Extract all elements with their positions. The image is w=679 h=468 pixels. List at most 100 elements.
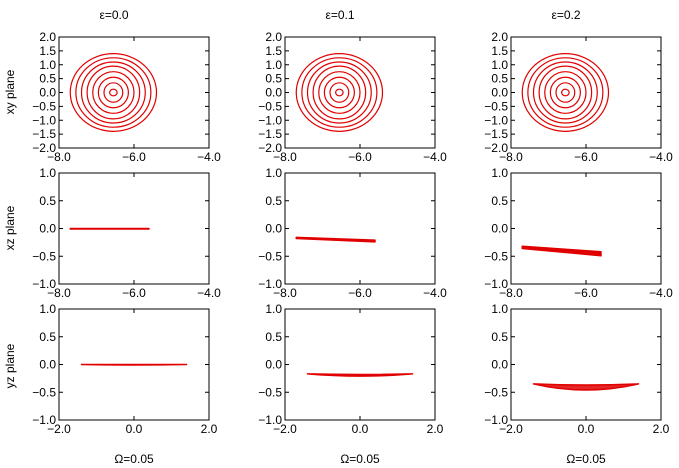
panel-r1-c1-ytick-label: 0.0 (265, 222, 282, 236)
panel-r0-c0-ytick-label: 1.0 (39, 58, 56, 72)
panel-r2-c0-ytick-label: 0.0 (39, 358, 56, 372)
panel-r0-c2-ytick-label: −1.0 (484, 113, 508, 127)
panel-r1-c0-xtick-label: −8.0 (47, 286, 71, 300)
panel-r0-c0-ytick-label: −2.0 (32, 141, 56, 155)
bottom-label-col-1: Ω=0.05 (340, 452, 380, 466)
panel-r0-c1-orbit-ring (295, 53, 384, 132)
panel-r1-c1-ytick-label: 1.0 (265, 166, 282, 180)
panel-r1-c2-frame (510, 172, 662, 285)
panel-r1-c2-xtick-label: −4.0 (649, 286, 673, 300)
panel-r1-c0: 1.0 0.5 0.0 −0.5 −1.0−8.0 −6.0 −4.0 (32, 166, 221, 300)
panel-r2-c1-ytick-label: 0.5 (265, 330, 282, 344)
panel-r0-c0-ytick-label: −0.5 (32, 99, 56, 113)
bottom-label-col-2: Ω=0.05 (566, 452, 606, 466)
panel-r0-c1-orbit-ring (323, 76, 355, 109)
panel-r0-c0: 2.01.51.00.50.0−0.5−1.0−1.5−2.0−8.0 −6.0 −… (32, 30, 221, 164)
panel-r1-c0-ytick-label: −0.5 (32, 249, 56, 263)
panel-r0-c1-ytick-label: −1.5 (258, 127, 282, 141)
panel-r0-c2-ytick-label: −2.0 (484, 141, 508, 155)
panels-layer: 2.01.51.00.50.0−0.5−1.0−1.5−2.0−8.0 −6.0−… (32, 30, 673, 436)
panel-r0-c1-orbit-ring (318, 71, 361, 114)
panel-r0-c1-ytick-label: 0.0 (265, 86, 282, 100)
panel-r2-c2-ytick-label: 0.5 (491, 330, 508, 344)
panel-r2-c0-xtick-label: 2.0 (201, 422, 218, 436)
panel-r2-c1-xtick-label: 2.0 (427, 422, 444, 436)
panel-r0-c2-orbit-ring (527, 57, 604, 128)
panel-r2-c2-ytick-label: −0.5 (484, 385, 508, 399)
panel-r2-c1-ytick-label: −1.0 (258, 413, 282, 427)
panel-r0-c2-xtick-label: −4.0 (649, 150, 673, 164)
panel-r0-c1-ytick-label: 2.0 (265, 30, 282, 44)
panel-r2-c1-xtick-label: 0.0 (352, 422, 369, 436)
panel-r2-c2-xtick-label: 2.0 (653, 422, 670, 436)
panel-r0-c2-ytick-label: 0.5 (491, 72, 508, 86)
panel-r0-c0-xtick-label: −8.0 (47, 150, 71, 164)
panel-r0-c1-xtick-label: −8.0 (273, 150, 297, 164)
panel-r2-c2-xtick-label: 0.0 (578, 422, 595, 436)
panel-r0-c2-orbit-ring (521, 53, 610, 132)
panel-r1-c2-xtick-label: −8.0 (499, 286, 523, 300)
panel-r2-c0-ytick-label: 0.5 (39, 330, 56, 344)
panel-r0-c1-orbit-ring (306, 61, 372, 124)
panel-r1-c0-xtick-label: −4.0 (197, 286, 221, 300)
panel-r0-c2-ytick-label: 1.0 (491, 58, 508, 72)
panel-r2-c0-ytick-label: 1.0 (39, 302, 56, 316)
panel-r1-c1-xtick-label: −4.0 (423, 286, 447, 300)
panel-r0-c2-ytick-label: 0.0 (491, 86, 508, 100)
bottom-label-col-0: Ω=0.05 (114, 452, 154, 466)
panel-r0-c2-ytick-label: −0.5 (484, 99, 508, 113)
panel-r0-c1-ytick-label: −2.0 (258, 141, 282, 155)
panel-r2-c0-xtick-label: 0.0 (126, 422, 143, 436)
panel-r0-c1-orbit-ring (312, 65, 367, 120)
panel-r1-c1: 1.0 0.5 0.0 −0.5 −1.0−8.0 −6.0 −4.0 (258, 166, 447, 300)
panel-r0-c2-ytick-label: 2.0 (491, 30, 508, 44)
panel-r1-c1-xtick-label: −8.0 (273, 286, 297, 300)
panel-r1-c0-xtick-label: −6.0 (122, 286, 146, 300)
panel-r0-c0-orbit-ring (86, 65, 141, 120)
panel-r0-c0-orbit-ring (69, 53, 158, 132)
panel-r0-c2-orbit-ring (538, 65, 593, 120)
panel-r0-c1: 2.01.51.00.50.0−0.5−1.0−1.5−2.0−8.0 −6.0 −… (258, 30, 447, 164)
panel-r0-c2-orbit-ring (549, 76, 581, 109)
panel-r0-c0-orbit-ring (92, 71, 135, 114)
panel-r2-c0-ytick-label: −0.5 (32, 385, 56, 399)
panel-r1-c1-ytick-label: 0.5 (265, 194, 282, 208)
panel-r0-c2-xtick-label: −8.0 (499, 150, 523, 164)
panel-r0-c0-orbit-ring (97, 76, 129, 109)
panel-r0-c1-ytick-label: 1.0 (265, 58, 282, 72)
panel-r2-c2-ytick-label: 0.0 (491, 358, 508, 372)
panel-r2-c1-ytick-label: 1.0 (265, 302, 282, 316)
panel-r0-c2-ytick-label: 1.5 (491, 44, 508, 58)
panel-r0-c0-orbit-ring (80, 61, 146, 124)
panel-r0-c2-orbit-ring (555, 82, 576, 103)
panel-r1-c0-ytick-label: 0.0 (39, 222, 56, 236)
column-title-eps-2: ε=0.2 (551, 8, 580, 22)
panel-r1-c1-orbit-band (295, 236, 376, 243)
panel-r2-c2-orbit-arc (532, 383, 640, 391)
panel-r1-c2-ytick-label: 1.0 (491, 166, 508, 180)
panel-r2-c1-ytick-label: 0.0 (265, 358, 282, 372)
panel-r0-c1-orbit-ring (301, 57, 378, 128)
panel-r1-c2: 1.0 0.5 0.0 −0.5 −1.0−8.0 −6.0 −4.0 (484, 166, 673, 300)
panel-r1-c2-ytick-label: −0.5 (484, 249, 508, 263)
panel-r2-c1-frame (284, 308, 436, 421)
panel-r2-c1-orbit-arc (306, 373, 414, 377)
panel-r0-c0-orbit-ring (103, 82, 124, 103)
panel-r0-c1-ytick-label: −1.0 (258, 113, 282, 127)
column-title-eps-1: ε=0.1 (325, 8, 354, 22)
panel-r1-c2-ytick-label: −1.0 (484, 277, 508, 291)
panel-r2-c0-orbit-arc (80, 363, 188, 366)
panel-r2-c2-ytick-label: 1.0 (491, 302, 508, 316)
row-label-yz: yz plane (3, 343, 17, 388)
panel-r2-c1-xtick-label: −2.0 (273, 422, 297, 436)
panel-r1-c0-ytick-label: 0.5 (39, 194, 56, 208)
panel-r1-c2-xtick-label: −6.0 (574, 286, 598, 300)
panel-r0-c2-orbit-ring (544, 71, 587, 114)
panel-r2-c2-frame (510, 308, 662, 421)
panel-r2-c2: 1.0 0.5 0.0 −0.5 −1.0−2.0 0.0 2.0 (484, 302, 669, 436)
row-label-xz: xz plane (3, 205, 17, 250)
column-title-eps-0: ε=0.0 (99, 8, 128, 22)
panel-r0-c2-xtick-label: −6.0 (574, 150, 598, 164)
panel-r1-c1-frame (284, 172, 436, 285)
panel-r2-c0-ytick-label: −1.0 (32, 413, 56, 427)
